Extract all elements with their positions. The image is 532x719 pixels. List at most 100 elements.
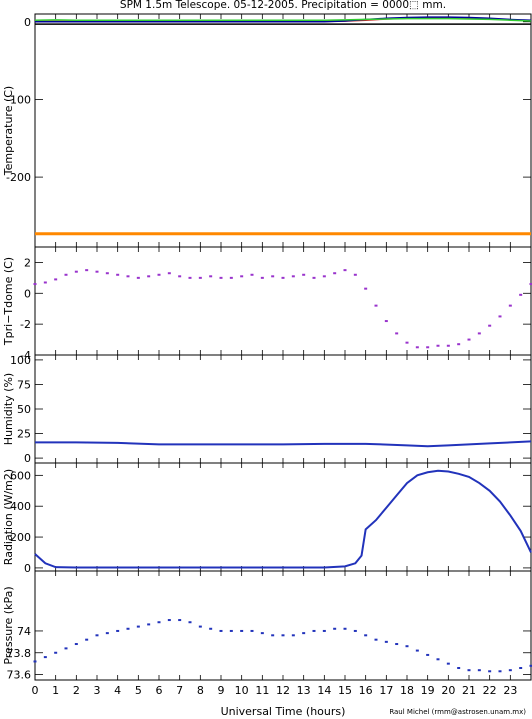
tpri-tdome-point (136, 276, 140, 279)
tpri-tdome-point (178, 275, 182, 278)
pressure-point (312, 629, 316, 632)
tpri-tdome-point (281, 276, 285, 279)
tpri-tdome-point (198, 276, 202, 279)
tpri-tdome-point (364, 287, 368, 290)
x-tick-label: 16 (359, 684, 373, 697)
x-tick-label: 23 (503, 684, 517, 697)
tpri-tdome-point (312, 276, 316, 279)
tpri-tdome-point (519, 293, 523, 296)
tpri-tdome-frame (34, 246, 532, 356)
x-tick-label: 9 (218, 684, 225, 697)
pressure-point (33, 660, 37, 663)
tpri-tdome-point (116, 273, 120, 276)
pressure-frame (34, 570, 532, 681)
temperature-series-3 (34, 17, 532, 22)
tpri-tdome-point (508, 304, 512, 307)
tpri-tdome-point (529, 283, 532, 286)
pressure-point (43, 656, 47, 659)
pressure-point (271, 634, 275, 637)
tpri-tdome-point (54, 278, 58, 281)
x-tick-label: 17 (379, 684, 393, 697)
pressure-y-axis-label: Pressure (kPa) (2, 586, 15, 664)
pressure-point (333, 627, 337, 630)
tpri-tdome-point (167, 272, 171, 275)
panel-tpri-tdome: 2 0 -2 -4 Tpri−Tdome (C) (2, 246, 532, 362)
x-tick-label: 14 (317, 684, 331, 697)
tpri-tdome-point (405, 341, 409, 344)
x-tick-label: 12 (276, 684, 290, 697)
pressure-point (508, 669, 512, 672)
tpri-tdome-point (157, 273, 161, 276)
tpri-tdome-point (436, 344, 440, 347)
pressure-point (477, 669, 481, 672)
tpri-tdome-y-tick-label: 2 (24, 256, 31, 269)
tpri-tdome-point (85, 269, 89, 272)
pressure-point (54, 651, 58, 654)
pressure-point (209, 627, 213, 630)
x-tick-label: 18 (400, 684, 414, 697)
x-tick-label: 15 (338, 684, 352, 697)
x-tick-label: 3 (94, 684, 101, 697)
pressure-point (302, 632, 306, 635)
humidity-y-tick-label: 75 (17, 378, 31, 391)
tpri-tdome-point (209, 275, 213, 278)
pressure-point (250, 629, 254, 632)
pressure-point (519, 667, 523, 670)
x-tick-label: 20 (441, 684, 455, 697)
pressure-point (188, 621, 192, 624)
pressure-point (219, 629, 223, 632)
radiation-y-tick-label: 0 (24, 562, 31, 575)
x-tick-label: 5 (135, 684, 142, 697)
pressure-point (457, 667, 461, 670)
tpri-tdome-point (395, 332, 399, 335)
tpri-tdome-point (415, 346, 419, 349)
pressure-point (64, 647, 68, 650)
pressure-point (198, 625, 202, 628)
humidity-line (35, 440, 532, 448)
tpri-tdome-point (260, 276, 264, 279)
tpri-tdome-point (322, 275, 326, 278)
x-tick-label: 6 (156, 684, 163, 697)
x-tick-label: 1 (52, 684, 59, 697)
tpri-tdome-y-tick-label: -4 (20, 349, 31, 362)
x-tick-label: 2 (73, 684, 80, 697)
radiation-y-tick-label: 200 (10, 531, 31, 544)
pressure-point (426, 653, 430, 656)
pressure-point (116, 629, 120, 632)
tpri-tdome-y-tick-label: -2 (20, 318, 31, 331)
tpri-tdome-point (467, 338, 471, 341)
pressure-point (446, 662, 450, 665)
tpri-tdome-y-tick-label: 0 (24, 287, 31, 300)
x-tick-label: 22 (483, 684, 497, 697)
humidity-y-tick-label: 100 (10, 354, 31, 367)
x-tick-label: 13 (297, 684, 311, 697)
pressure-y-tick-label: 73.6 (7, 669, 32, 682)
pressure-point (488, 670, 492, 673)
tpri-tdome-y-axis-label: Tpri−Tdome (C) (2, 257, 15, 346)
tpri-tdome-point (95, 270, 99, 273)
pressure-point (126, 627, 130, 630)
tpri-tdome-point (105, 272, 109, 275)
panel-humidity: 0 25 50 75 100 Humidity (%) (2, 354, 532, 465)
x-tick-label: 8 (197, 684, 204, 697)
pressure-point (405, 645, 409, 648)
x-tick-label: 0 (32, 684, 39, 697)
tpri-tdome-point (271, 275, 275, 278)
pressure-point (395, 643, 399, 646)
tpri-tdome-point (446, 344, 450, 347)
pressure-point (105, 632, 109, 635)
tpri-tdome-point (477, 332, 481, 335)
humidity-y-axis-label: Humidity (%) (2, 373, 15, 445)
temperature-y-axis-label: Temperature (C) (2, 86, 15, 176)
radiation-line (34, 469, 532, 569)
pressure-point (281, 634, 285, 637)
pressure-y-tick-label: 73.8 (7, 647, 32, 660)
tpri-tdome-point (343, 269, 347, 272)
tpri-tdome-point (33, 283, 37, 286)
tpri-tdome-point (457, 343, 461, 346)
tpri-tdome-point (43, 281, 47, 284)
pressure-y-tick-label: 74 (17, 625, 31, 638)
